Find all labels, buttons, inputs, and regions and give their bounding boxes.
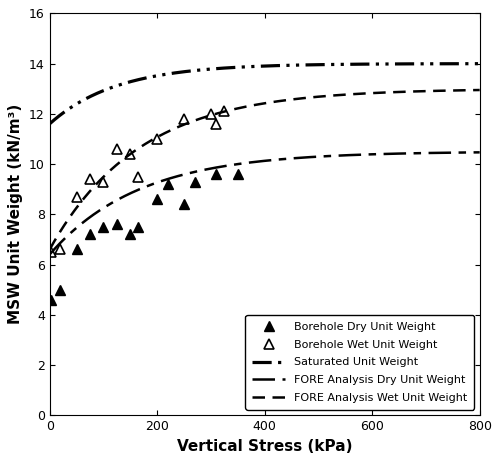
- Y-axis label: MSW Unit Weight (kN/m³): MSW Unit Weight (kN/m³): [8, 104, 24, 324]
- X-axis label: Vertical Stress (kPa): Vertical Stress (kPa): [177, 438, 352, 454]
- Legend: Borehole Dry Unit Weight, Borehole Wet Unit Weight, Saturated Unit Weight, FORE : Borehole Dry Unit Weight, Borehole Wet U…: [246, 315, 474, 410]
